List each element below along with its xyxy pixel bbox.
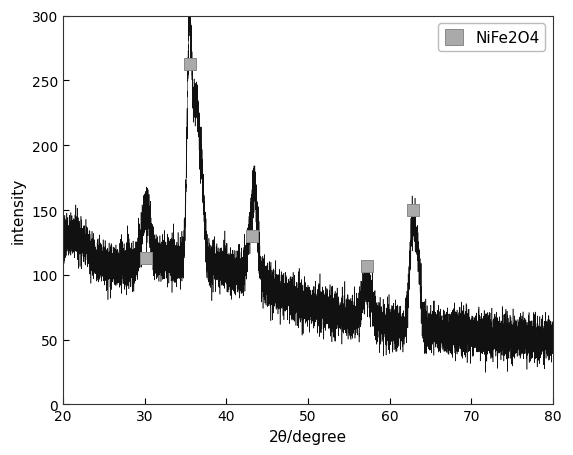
Y-axis label: intensity: intensity	[11, 177, 26, 243]
Legend: NiFe2O4: NiFe2O4	[438, 24, 545, 52]
X-axis label: 2θ/degree: 2θ/degree	[269, 429, 347, 444]
